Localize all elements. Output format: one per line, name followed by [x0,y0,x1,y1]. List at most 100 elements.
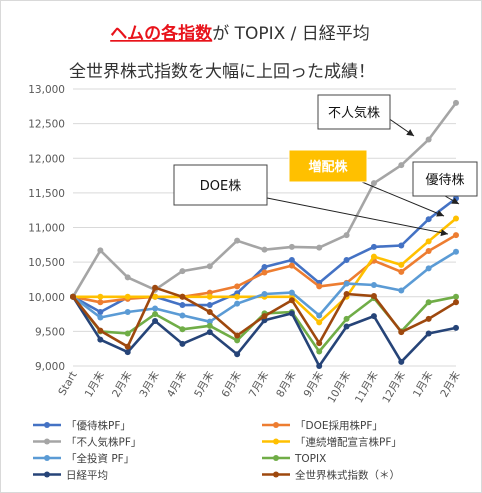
data-point [97,308,104,315]
data-point [343,315,350,322]
data-point [370,313,377,320]
data-point [453,293,459,300]
data-point [179,340,186,347]
data-point [343,280,350,287]
data-point [370,180,377,187]
annotation-arrow [261,196,449,235]
data-point [370,293,377,300]
data-point [206,318,213,325]
data-point [97,299,104,306]
data-point [370,243,377,250]
data-point [261,290,268,297]
chart-title-rest: が TOPIX / 日経平均 [212,24,370,44]
data-point [152,293,159,300]
data-point [179,302,186,309]
chart-title-highlight: ヘムの各指数 [110,23,213,44]
data-point [206,263,213,270]
annotation-arrowhead [451,197,459,204]
data-point [234,351,241,358]
annotation-arrowhead [440,229,448,237]
data-point [398,287,405,294]
data-point [288,257,295,264]
legend-swatch-marker [44,438,50,445]
annotation-label: 不人気株 [328,105,380,121]
data-point [206,322,213,329]
data-point [97,336,104,343]
annotation-arrowhead [406,129,414,136]
data-point [234,237,241,244]
data-point [234,332,241,339]
data-point [261,269,268,276]
data-point [316,312,323,319]
data-point [206,293,213,300]
data-point [398,329,405,336]
data-point [425,238,432,245]
data-point [370,281,377,288]
legend-label: TOPIX [294,453,326,465]
data-point [234,293,241,300]
legend-label: 「連続増配宣言株PF」 [295,436,402,449]
annotation-label: DOE株 [200,179,241,194]
data-point [179,293,186,300]
data-point [288,243,295,250]
annotation-box [412,161,478,197]
data-point [425,136,432,143]
legend-swatch-marker [44,455,50,461]
legend-swatch-marker [273,438,279,445]
data-point [343,290,350,297]
annotation-label: 優待株 [425,173,464,188]
data-point [343,257,350,264]
annotation-label: 増配株 [308,159,348,175]
legend-swatch-marker [44,422,50,428]
legend-swatch-marker [273,471,279,478]
data-point [316,363,323,369]
data-point [370,253,377,260]
legend-label: 「不人気株PF」 [66,436,141,449]
data-point [152,317,159,324]
y-tick-label: 10,500 [28,257,65,269]
data-point [453,248,459,255]
y-tick-label: 13,000 [28,84,65,96]
y-tick-label: 10,000 [28,292,65,304]
y-tick-label: 12,000 [28,153,65,165]
data-point [97,293,104,300]
data-point [398,261,405,268]
data-point [179,326,186,333]
data-point [124,293,131,300]
y-axis: 9,000 9,500 10,000 10,500 11,000 11,500 12,000… [28,84,65,373]
data-point [425,299,432,306]
data-point [288,289,295,296]
data-point [398,242,405,249]
data-point [234,283,241,290]
data-point [398,162,405,169]
legend-label: 日経平均 [66,469,108,482]
annotation-box [288,149,368,183]
data-point [453,215,459,222]
data-point [124,343,131,350]
data-point [316,244,323,251]
data-point [261,263,268,270]
data-point [316,319,323,326]
y-tick-label: 12,500 [28,119,65,131]
data-point [97,314,104,321]
legend-swatch-marker [273,422,279,428]
data-point [316,340,323,347]
data-point [206,302,213,309]
data-point [453,232,459,239]
data-point [206,329,213,336]
data-point [124,308,131,315]
data-point [206,289,213,296]
data-point [206,308,213,315]
data-point [288,310,295,317]
data-point [179,268,186,275]
data-point [425,330,432,337]
data-point [124,330,131,337]
y-tick-label: 9,500 [35,326,65,338]
data-point [343,232,350,239]
data-point [261,313,268,320]
legend-swatch-marker [44,471,50,478]
data-point [124,349,131,356]
legend-swatch-marker [273,455,279,461]
y-tick-label: 11,500 [28,188,65,200]
